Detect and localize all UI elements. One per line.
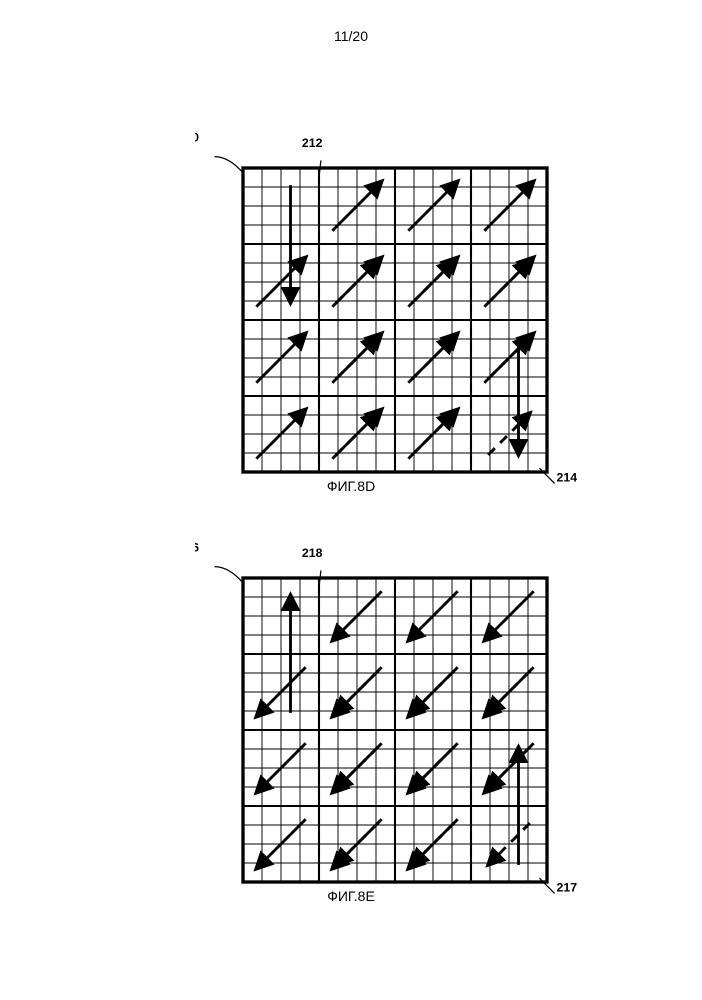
page: 11/20 210 212 214 ФИГ.8D 216 218 217 ФИГ.8E	[0, 0, 702, 1000]
svg-text:210: 210	[195, 130, 199, 144]
figure-8e-caption: ФИГ.8E	[327, 888, 375, 904]
figure-8d-svg: 210 212 214	[195, 130, 595, 510]
page-number: 11/20	[334, 28, 368, 44]
figure-8d-caption: ФИГ.8D	[327, 478, 375, 494]
svg-text:217: 217	[557, 881, 578, 895]
svg-text:212: 212	[302, 136, 323, 150]
figure-8e: 216 218 217	[195, 540, 595, 920]
svg-text:216: 216	[195, 540, 199, 554]
svg-text:214: 214	[557, 471, 578, 485]
figure-8d: 210 212 214	[195, 130, 595, 510]
svg-text:218: 218	[302, 546, 323, 560]
figure-8e-svg: 216 218 217	[195, 540, 595, 920]
